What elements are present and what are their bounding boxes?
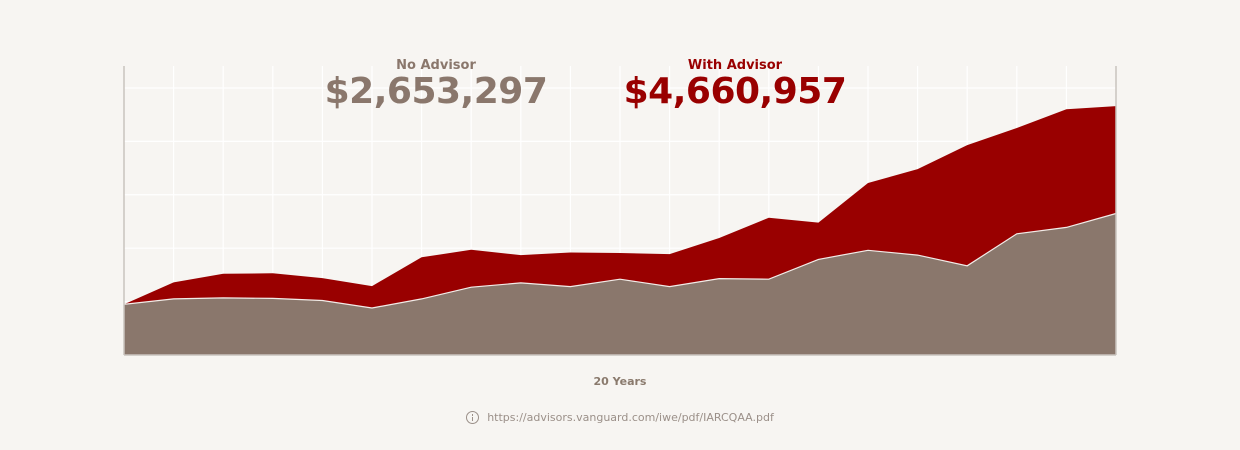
chart-axes — [123, 66, 1117, 356]
source-citation: https://advisors.vanguard.com/iwe/pdf/IA… — [420, 411, 820, 424]
no-advisor-value: $2,653,297 — [324, 71, 548, 112]
no-advisor-label: No Advisor — [396, 58, 476, 73]
source-link[interactable]: https://advisors.vanguard.com/iwe/pdf/IA… — [487, 411, 774, 424]
line-no-advisor — [123, 212, 1117, 309]
chart-areas — [123, 106, 1117, 355]
with-advisor-label: With Advisor — [687, 58, 783, 73]
with-advisor-value: $4,660,957 — [623, 71, 847, 112]
x-axis-label: 20 Years — [593, 375, 647, 388]
area-no-advisor — [124, 213, 1116, 355]
info-icon — [466, 411, 480, 424]
